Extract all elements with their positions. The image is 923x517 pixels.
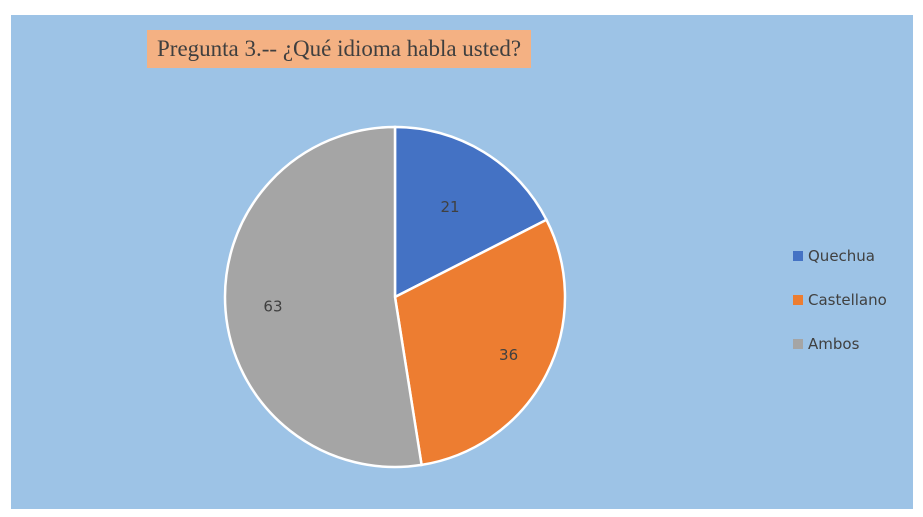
chart-area: Pregunta 3.-- ¿Qué idioma habla usted? 2… bbox=[11, 15, 913, 509]
legend-label: Ambos bbox=[808, 335, 860, 353]
pie-slice-castellano bbox=[393, 218, 567, 467]
data-label-ambos: 63 bbox=[263, 298, 282, 316]
pie-slice-ambos bbox=[223, 125, 424, 469]
legend-label: Castellano bbox=[808, 291, 887, 309]
chart-title: Pregunta 3.-- ¿Qué idioma habla usted? bbox=[147, 30, 532, 68]
legend-item-castellano: Castellano bbox=[793, 289, 887, 311]
legend-swatch bbox=[793, 251, 803, 261]
legend-item-quechua: Quechua bbox=[793, 245, 887, 267]
legend-item-ambos: Ambos bbox=[793, 333, 887, 355]
legend: Quechua Castellano Ambos bbox=[793, 245, 887, 377]
legend-label: Quechua bbox=[808, 247, 875, 265]
pie-slice-quechua bbox=[393, 125, 549, 300]
data-label-quechua: 21 bbox=[441, 198, 460, 216]
legend-swatch bbox=[793, 339, 803, 349]
data-label-castellano: 36 bbox=[499, 346, 518, 364]
legend-swatch bbox=[793, 295, 803, 305]
pie-chart: 21 36 63 bbox=[223, 125, 567, 469]
